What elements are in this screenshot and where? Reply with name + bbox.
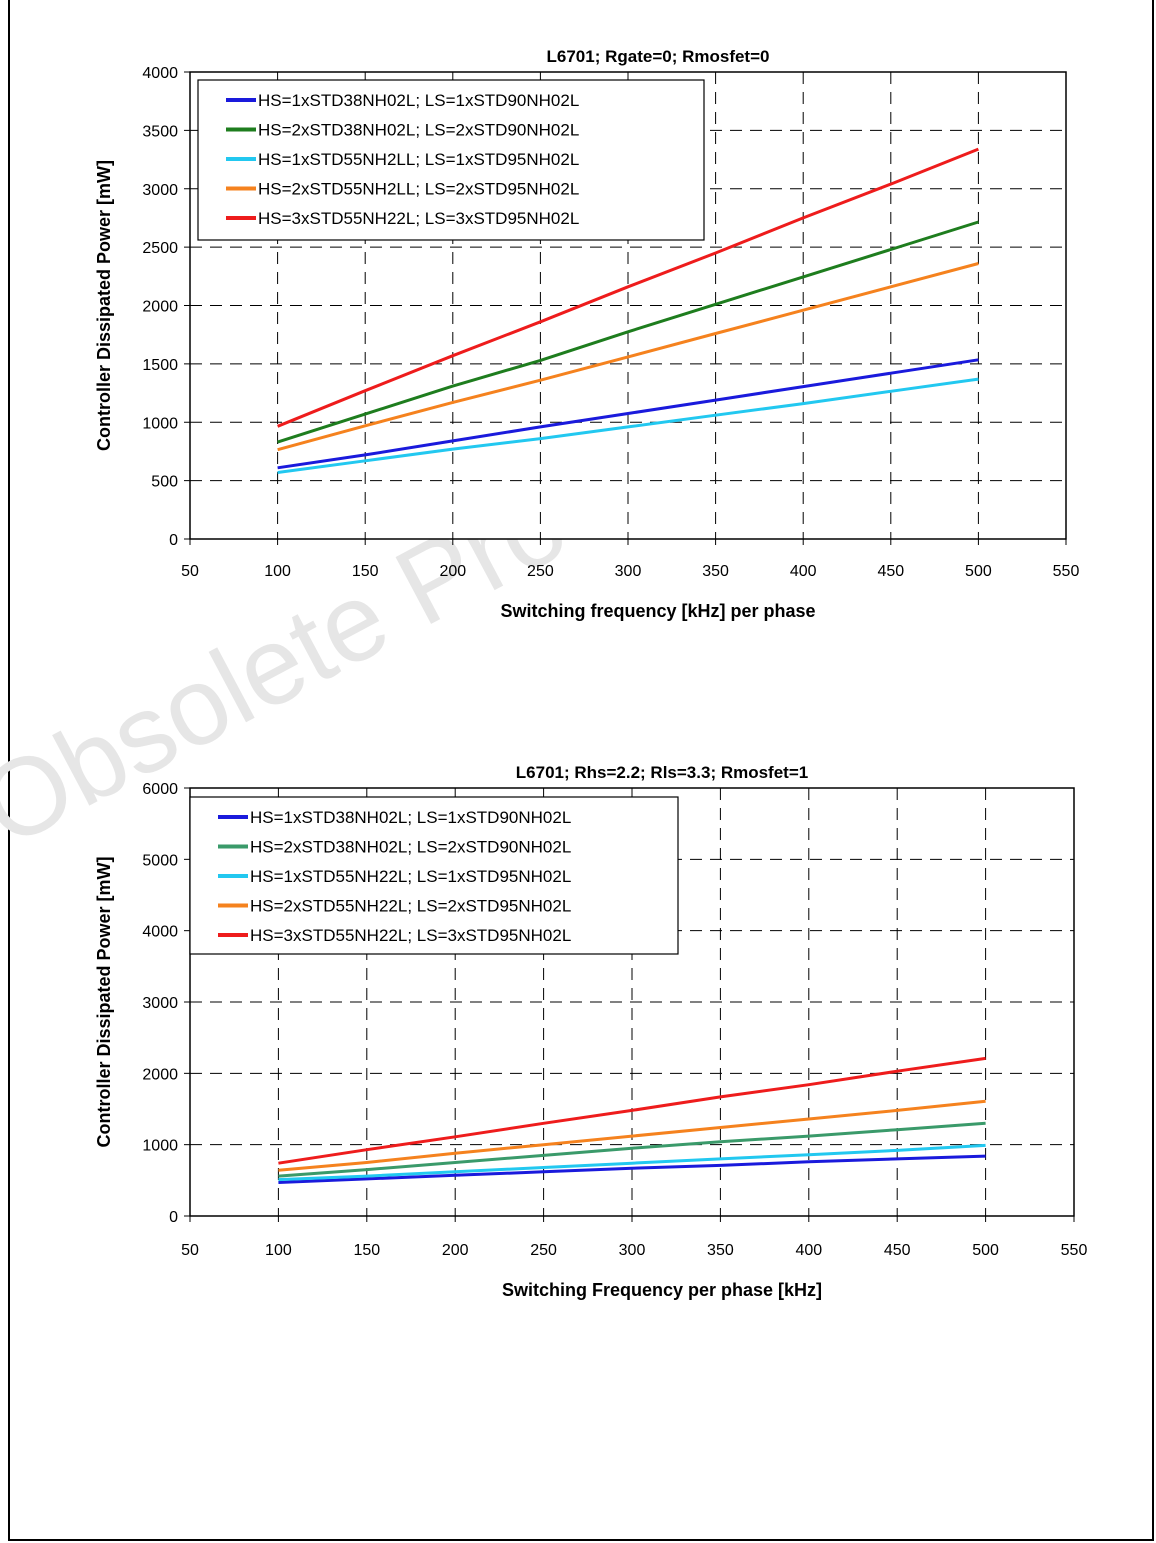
y-tick-label: 1000 [142,415,178,432]
legend-label: HS=2xSTD55NH22L; LS=2xSTD95NH02L [250,897,571,916]
x-tick-label: 50 [181,1242,199,1259]
legend-label: HS=1xSTD55NH2LL; LS=1xSTD95NH02L [258,150,579,169]
series-line [277,377,979,474]
x-tick-label: 300 [615,563,642,580]
x-tick-label: 500 [965,563,992,580]
y-tick-label: 2500 [142,240,178,257]
y-tick-label: 500 [151,474,178,491]
x-tick-label: 550 [1061,1242,1088,1259]
y-tick-label: 1500 [142,357,178,374]
legend-label: HS=1xSTD38NH02L; LS=1xSTD90NH02L [250,808,571,827]
series-line [278,1154,986,1184]
x-tick-label: 100 [265,1242,292,1259]
y-tick-label: 2000 [142,299,178,316]
y-tick-label: 3000 [142,182,178,199]
y-tick-label: 3000 [142,995,178,1012]
legend-label: HS=2xSTD55NH2LL; LS=2xSTD95NH02L [258,180,579,199]
x-tick-label: 250 [530,1242,557,1259]
y-tick-label: 4000 [142,924,178,941]
x-tick-label: 250 [527,563,554,580]
series-line [278,1121,986,1178]
x-axis-label: Switching Frequency per phase [kHz] [502,1280,822,1300]
figure-frame [8,0,1154,1541]
y-tick-label: 0 [169,532,178,549]
chart-title: L6701; Rhs=2.2; Rls=3.3; Rmosfet=1 [516,763,808,782]
legend-label: HS=1xSTD38NH02L; LS=1xSTD90NH02L [258,91,579,110]
x-tick-label: 500 [972,1242,999,1259]
x-tick-label: 300 [619,1242,646,1259]
y-axis-label: Controller Dissipated Power [mW] [94,856,114,1147]
legend-label: HS=2xSTD38NH02L; LS=2xSTD90NH02L [250,838,571,857]
legend-box [189,796,679,955]
x-tick-label: 550 [1053,563,1080,580]
series-line [277,220,979,444]
y-tick-label: 6000 [142,781,178,798]
x-axis-label: Switching frequency [kHz] per phase [500,601,815,621]
legend-label: HS=1xSTD55NH22L; LS=1xSTD95NH02L [250,867,571,886]
x-tick-label: 400 [790,563,817,580]
y-tick-label: 5000 [142,852,178,869]
y-axis-label: Controller Dissipated Power [mW] [94,160,114,451]
x-tick-label: 150 [353,1242,380,1259]
y-tick-label: 0 [169,1209,178,1226]
x-tick-label: 150 [352,563,379,580]
y-tick-label: 4000 [142,65,178,82]
x-tick-label: 350 [707,1242,734,1259]
x-tick-label: 350 [702,563,729,580]
y-tick-label: 2000 [142,1066,178,1083]
x-tick-label: 200 [442,1242,469,1259]
legend-label: HS=3xSTD55NH22L; LS=3xSTD95NH02L [250,926,571,945]
x-tick-label: 100 [264,563,291,580]
series-line [278,1143,986,1182]
series-line [278,1099,986,1172]
x-tick-label: 50 [181,563,199,580]
x-tick-label: 450 [884,1242,911,1259]
series-line [277,262,979,452]
y-tick-label: 1000 [142,1138,178,1155]
legend-label: HS=3xSTD55NH22L; LS=3xSTD95NH02L [258,209,579,228]
chart-top: 50 100 150 200 250 300 350 400 450 500 550 0 500 1000… [94,47,1080,621]
x-tick-label: 400 [795,1242,822,1259]
legend-box [197,79,705,241]
chart-bottom: 50 100 150 200 250 300 350 400 450 500 550 0 1000 200… [94,763,1088,1300]
x-tick-label: 450 [877,563,904,580]
y-tick-label: 3500 [142,123,178,140]
x-tick-label: 200 [439,563,466,580]
series-line [278,1056,986,1165]
legend-label: HS=2xSTD38NH02L; LS=2xSTD90NH02L [258,121,579,140]
chart-title: L6701; Rgate=0; Rmosfet=0 [547,47,770,66]
series-line [277,358,979,470]
series-line [277,147,979,428]
